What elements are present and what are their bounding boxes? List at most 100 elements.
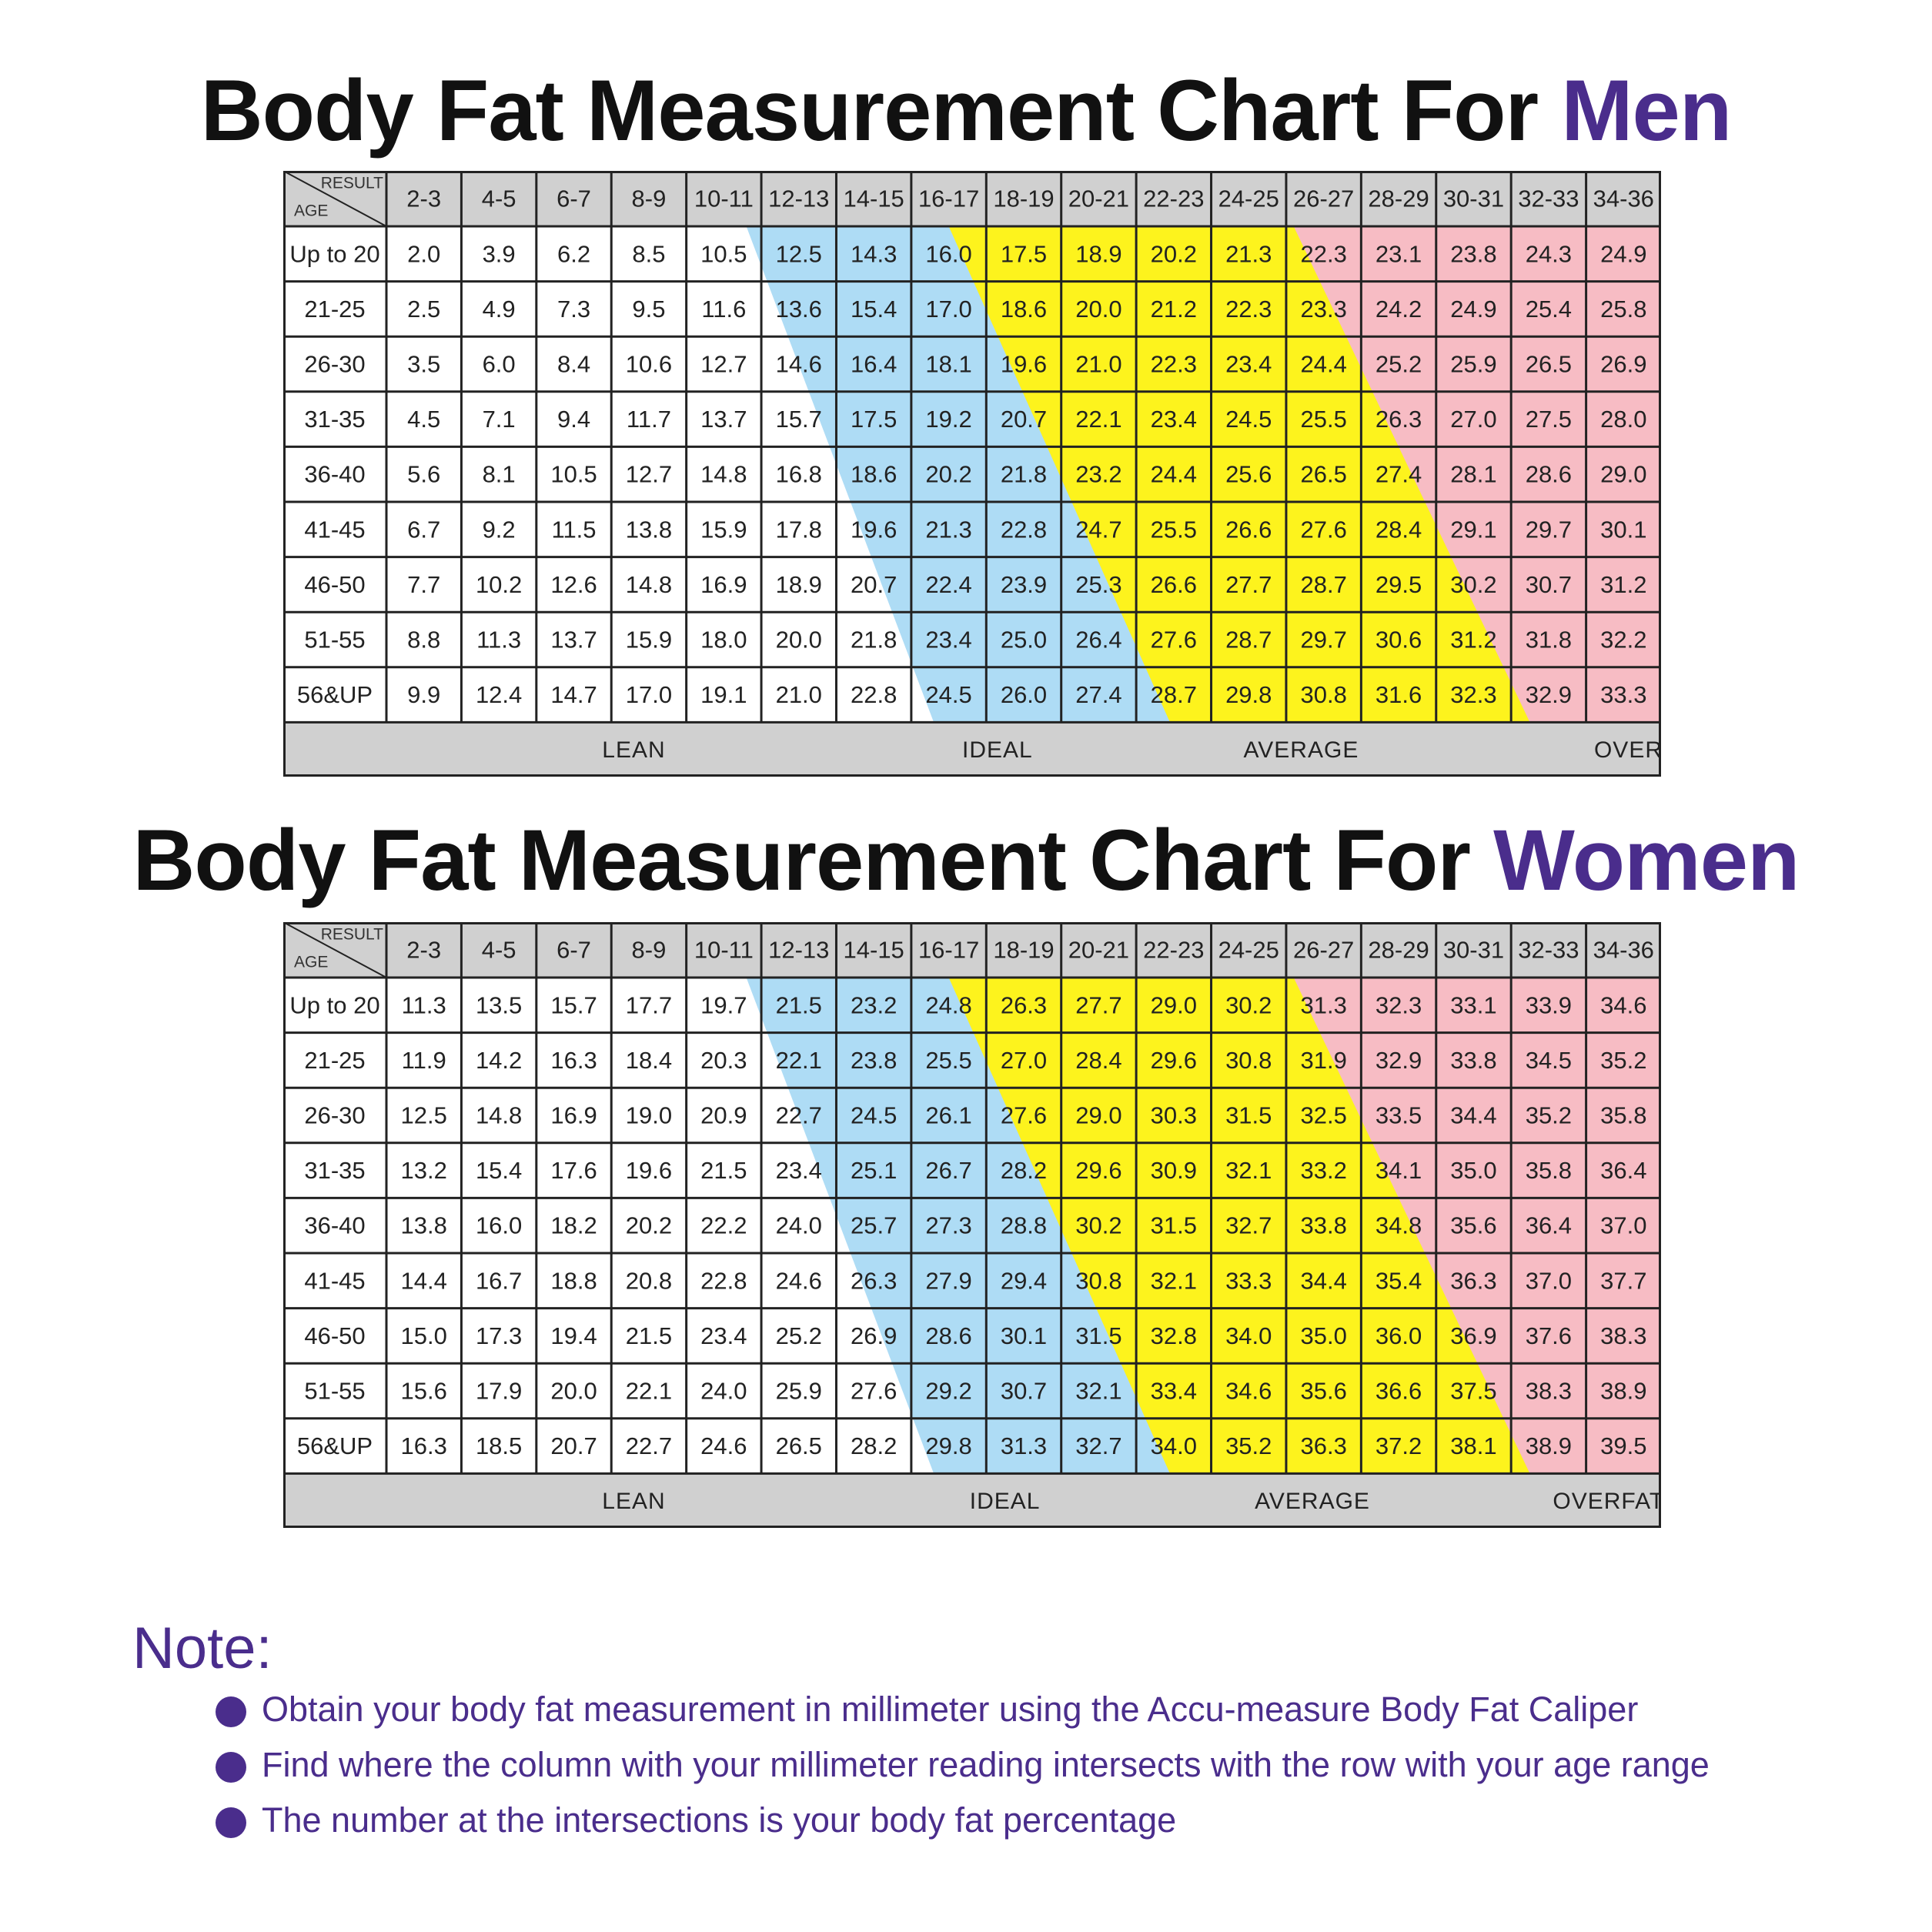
age-row-label: 41-45	[304, 516, 365, 543]
note-item: The number at the intersections is your …	[216, 1800, 1710, 1856]
body-fat-cell: 33.9	[1526, 991, 1572, 1018]
age-row-label: 36-40	[304, 461, 365, 488]
category-label: LEAN	[602, 737, 665, 763]
body-fat-cell: 22.3	[1225, 296, 1272, 323]
body-fat-cell: 24.0	[776, 1212, 822, 1239]
age-row-label: 21-25	[304, 296, 365, 323]
body-fat-cell: 37.0	[1526, 1267, 1572, 1294]
body-fat-cell: 32.8	[1151, 1322, 1197, 1349]
body-fat-cell: 17.7	[626, 991, 672, 1018]
overfat-band	[1293, 226, 1661, 723]
column-header: 28-29	[1368, 186, 1429, 212]
body-fat-cell: 38.9	[1526, 1432, 1572, 1459]
age-column-bg	[283, 226, 386, 723]
body-fat-cell: 12.6	[550, 571, 597, 598]
women-body-fat-table: RESULT AGE 2-3 4-5 6-7 8-9 10-11 12-13 14-15 16-1…	[283, 922, 1661, 1528]
body-fat-cell: 24.0	[700, 1378, 747, 1405]
body-fat-cell: 17.5	[851, 406, 897, 433]
column-header: 30-31	[1443, 937, 1504, 964]
body-fat-cell: 31.8	[1526, 627, 1572, 653]
column-header: 34-36	[1593, 186, 1654, 212]
body-fat-cell: 26.3	[851, 1267, 897, 1294]
body-fat-cell: 37.2	[1375, 1432, 1422, 1459]
body-fat-cell: 15.0	[401, 1322, 447, 1349]
column-header: 6-7	[557, 186, 591, 212]
body-fat-cell: 12.7	[700, 351, 747, 378]
body-fat-cell: 34.1	[1375, 1157, 1422, 1184]
table-svg: RESULT AGE 2-3 4-5 6-7 8-9 10-11 12-13 14-15 16-1…	[283, 171, 1661, 777]
age-row-label: 46-50	[304, 571, 365, 598]
body-fat-cell: 31.5	[1225, 1102, 1272, 1129]
column-header: 18-19	[993, 937, 1054, 964]
body-fat-cell: 39.5	[1600, 1432, 1646, 1459]
column-header: 16-17	[918, 186, 979, 212]
body-fat-cell: 14.8	[626, 571, 672, 598]
women-title-accent: Women	[1493, 812, 1800, 908]
header-row-bg	[283, 171, 1661, 226]
body-fat-cell: 16.0	[476, 1212, 522, 1239]
age-row-label: 56&UP	[297, 681, 373, 708]
body-fat-cell: 38.1	[1450, 1432, 1496, 1459]
body-fat-cell: 11.9	[402, 1047, 446, 1074]
body-fat-cell: 24.3	[1526, 240, 1572, 267]
body-fat-cell: 22.1	[1075, 406, 1121, 433]
body-fat-cell: 21.5	[626, 1322, 672, 1349]
body-fat-cell: 29.8	[1225, 681, 1272, 708]
body-fat-cell: 26.3	[1001, 991, 1047, 1018]
body-fat-cell: 7.3	[557, 296, 590, 323]
body-fat-cell: 38.3	[1600, 1322, 1646, 1349]
body-fat-cell: 12.5	[776, 240, 822, 267]
column-header: 22-23	[1143, 186, 1204, 212]
body-fat-cell: 25.9	[1450, 351, 1496, 378]
body-fat-cell: 13.8	[401, 1212, 447, 1239]
body-fat-cell: 4.9	[483, 296, 516, 323]
body-fat-cell: 24.5	[925, 681, 971, 708]
category-label: IDEAL	[970, 1489, 1041, 1514]
body-fat-cell: 9.5	[632, 296, 665, 323]
body-fat-cell: 13.7	[700, 406, 747, 433]
body-fat-cell: 6.0	[483, 351, 516, 378]
body-fat-cell: 24.8	[925, 991, 971, 1018]
category-label: AVERAGE	[1255, 1489, 1370, 1514]
body-fat-cell: 8.4	[557, 351, 590, 378]
column-header: 20-21	[1068, 186, 1129, 212]
body-fat-cell: 19.1	[700, 681, 747, 708]
body-fat-cell: 35.2	[1225, 1432, 1272, 1459]
body-fat-cell: 33.2	[1300, 1157, 1346, 1184]
body-fat-cell: 36.0	[1375, 1322, 1422, 1349]
column-header: 26-27	[1293, 186, 1354, 212]
bullet-icon	[216, 1696, 246, 1727]
body-fat-cell: 23.8	[1450, 240, 1496, 267]
body-fat-cell: 24.9	[1450, 296, 1496, 323]
category-label: OVERFAT	[1594, 737, 1661, 763]
body-fat-cell: 27.6	[851, 1378, 897, 1405]
body-fat-cell: 33.3	[1225, 1267, 1272, 1294]
column-header: 4-5	[482, 186, 516, 212]
body-fat-cell: 35.6	[1450, 1212, 1496, 1239]
body-fat-cell: 12.5	[401, 1102, 447, 1129]
body-fat-cell: 21.8	[851, 627, 897, 653]
body-fat-cell: 28.4	[1375, 516, 1422, 543]
body-fat-cell: 25.5	[925, 1047, 971, 1074]
header-row-bg	[283, 922, 1661, 978]
body-fat-cell: 34.6	[1225, 1378, 1272, 1405]
body-fat-cell: 25.0	[1001, 627, 1047, 653]
body-fat-cell: 20.7	[851, 571, 897, 598]
body-fat-cell: 15.4	[476, 1157, 522, 1184]
age-row-label: 51-55	[304, 627, 365, 653]
women-chart-title: Body Fat Measurement Chart For Women	[0, 817, 1932, 904]
age-row-label: 36-40	[304, 1212, 365, 1239]
body-fat-cell: 36.6	[1375, 1378, 1422, 1405]
body-fat-cell: 23.8	[851, 1047, 897, 1074]
body-fat-cell: 23.2	[1075, 461, 1121, 488]
body-fat-cell: 34.0	[1151, 1432, 1197, 1459]
category-row-bg	[283, 1473, 1661, 1528]
age-row-label: 46-50	[304, 1322, 365, 1349]
body-fat-cell: 15.7	[776, 406, 822, 433]
body-fat-cell: 32.7	[1075, 1432, 1121, 1459]
body-fat-cell: 25.7	[851, 1212, 897, 1239]
body-fat-cell: 21.0	[776, 681, 822, 708]
body-fat-cell: 27.7	[1075, 991, 1121, 1018]
age-row-label: 21-25	[304, 1047, 365, 1074]
body-fat-cell: 28.8	[1001, 1212, 1047, 1239]
